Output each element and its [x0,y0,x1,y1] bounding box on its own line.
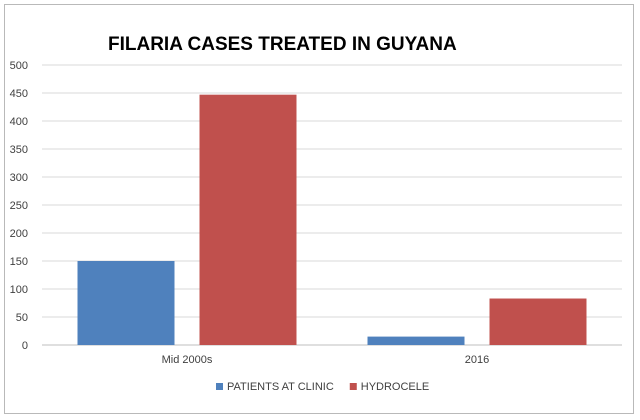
y-tick-label: 0 [22,340,28,352]
legend-label: HYDROCELE [361,381,429,393]
bar-patients-at-clinic-0 [77,261,175,345]
y-tick-label: 250 [10,200,28,212]
y-tick-label: 400 [10,116,28,128]
bar-patients-at-clinic-1 [367,336,465,345]
legend-label: PATIENTS AT CLINIC [227,381,334,393]
chart-title: FILARIA CASES TREATED IN GUYANA [108,34,457,55]
x-category-label: Mid 2000s [162,354,213,366]
y-tick-label: 300 [10,172,28,184]
y-tick-label: 200 [10,228,28,240]
x-axis-category-labels: Mid 2000s 2016 [162,354,490,366]
legend: PATIENTS AT CLINIC HYDROCELE [216,381,429,393]
y-tick-label: 100 [10,284,28,296]
y-tick-label: 450 [10,88,28,100]
y-tick-label: 350 [10,144,28,156]
x-category-label: 2016 [465,354,489,366]
bar-hydrocele-0 [199,94,297,346]
y-axis-tick-labels: 0 50 100 150 200 250 300 350 400 450 500 [10,60,28,352]
y-tick-label: 150 [10,256,28,268]
bar-hydrocele-1 [489,298,587,345]
legend-swatch [216,383,223,390]
y-tick-label: 50 [16,312,28,324]
bars [77,94,587,346]
chart-frame [4,4,634,414]
legend-swatch [349,383,357,390]
y-tick-label: 500 [10,60,28,72]
